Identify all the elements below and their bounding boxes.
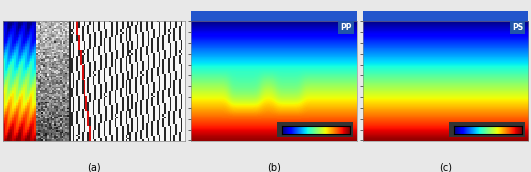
Text: PS: PS (512, 23, 524, 32)
Text: (b): (b) (267, 163, 281, 172)
Text: PP: PP (340, 23, 352, 32)
Text: (c): (c) (439, 163, 452, 172)
Text: (a): (a) (87, 163, 100, 172)
